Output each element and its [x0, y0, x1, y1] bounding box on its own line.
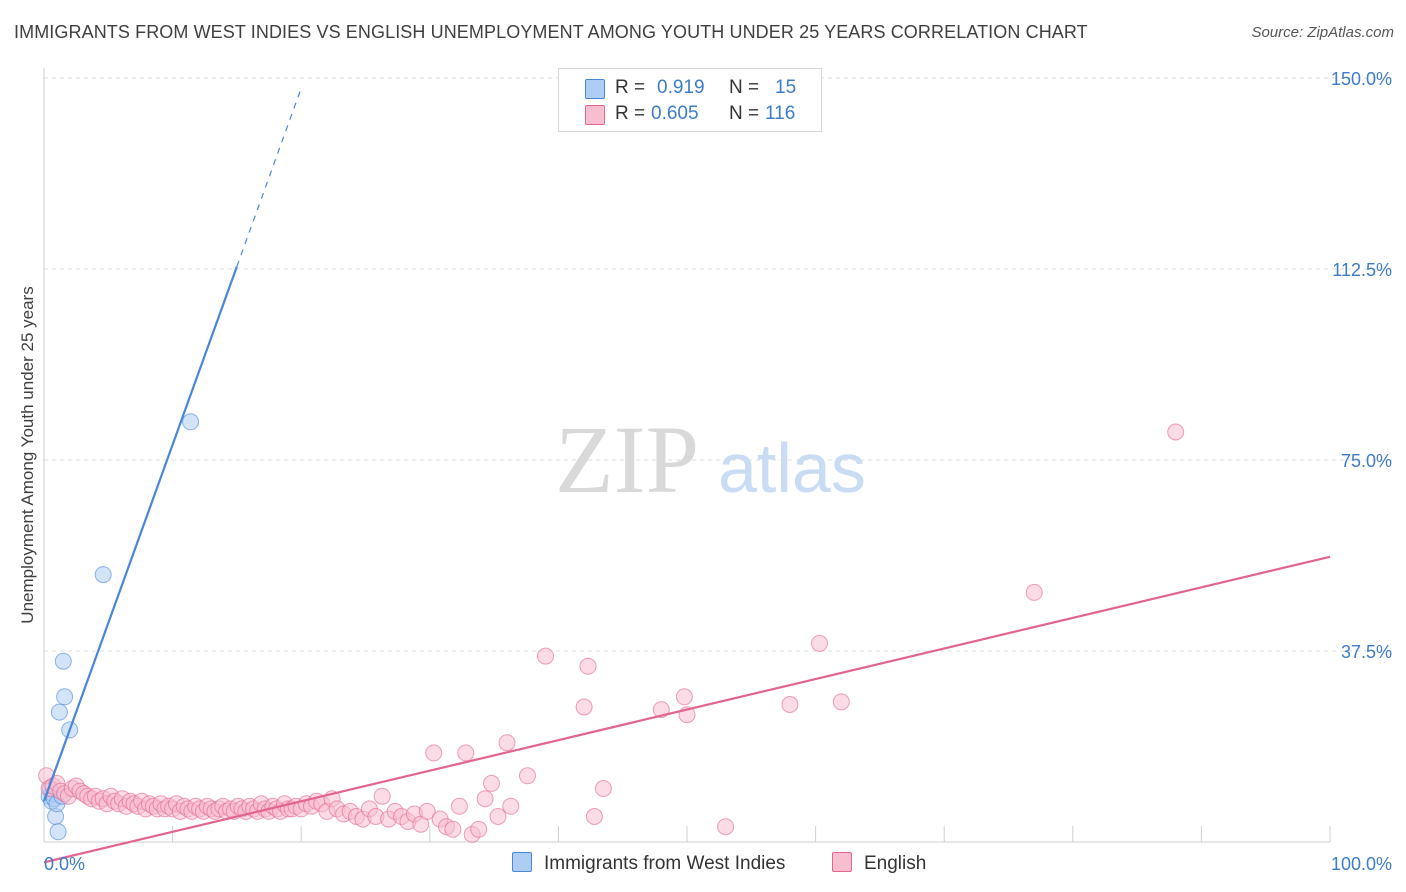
legend-swatch-west-indies: [585, 79, 605, 99]
bottom-legend-label: English: [864, 853, 927, 874]
legend-swatch-english: [585, 105, 605, 125]
trend-line-west-indies-extension: [236, 87, 302, 267]
legend-n-value: 116: [765, 103, 796, 124]
point-west-indies: [56, 688, 74, 706]
point-english: [444, 820, 462, 838]
point-english: [476, 790, 494, 808]
point-english: [585, 808, 603, 825]
legend-r-label: R =: [615, 77, 646, 98]
gridlines: [44, 77, 1392, 652]
bottom-legend-english: English: [832, 852, 926, 875]
bottom-legend-swatch-west-indies: [512, 852, 532, 872]
source-label: Source: ZipAtlas.com: [1251, 24, 1394, 41]
y-tick-label: 112.5%: [1332, 260, 1392, 280]
bottom-legend-west-indies: Immigrants from West Indies: [512, 852, 785, 875]
chart-title: IMMIGRANTS FROM WEST INDIES VS ENGLISH U…: [14, 22, 1088, 42]
watermark-zip: ZIP: [555, 406, 699, 513]
y-tick-label: 150.0%: [1331, 69, 1392, 89]
point-english: [457, 744, 475, 762]
point-english: [498, 734, 516, 752]
point-west-indies: [54, 652, 72, 670]
point-english: [781, 696, 799, 713]
point-english: [1025, 583, 1043, 601]
point-english: [373, 787, 391, 805]
point-english: [579, 657, 597, 675]
watermark-atlas: atlas: [718, 429, 866, 507]
trend-lines: [42, 87, 1331, 864]
point-english: [502, 797, 520, 815]
axes: [43, 68, 1331, 843]
y-tick-label: 75.0%: [1341, 451, 1392, 471]
point-west-indies: [94, 566, 112, 584]
bottom-legend-swatch-english: [832, 852, 852, 872]
point-english: [537, 647, 554, 665]
point-english: [489, 808, 507, 825]
point-english: [675, 688, 693, 706]
trend-line-english: [43, 555, 1331, 864]
point-english: [425, 744, 443, 762]
x-tick-label-min: 0.0%: [44, 854, 85, 874]
legend-r-label: R =: [615, 103, 646, 124]
stats-legend: R = 0.919 N = 15 R = 0.605 N = 116: [558, 68, 822, 132]
trend-line-west-indies: [42, 266, 238, 802]
y-tick-label: 37.5%: [1341, 642, 1392, 662]
legend-n-label: N =: [729, 103, 760, 124]
legend-n-label: N =: [729, 77, 760, 98]
legend-n-value: 15: [775, 77, 797, 98]
point-english: [594, 780, 612, 797]
data-points: [38, 413, 1185, 843]
point-english: [519, 767, 536, 785]
point-west-indies: [49, 823, 67, 841]
point-english: [811, 634, 828, 652]
x-tick-label-max: 100.0%: [1331, 854, 1392, 874]
tick-labels: 37.5% 75.0% 112.5% 150.0% 0.0% 100.0%: [44, 69, 1392, 874]
point-english: [418, 802, 436, 820]
point-english: [483, 774, 500, 792]
point-west-indies: [50, 703, 68, 721]
point-english: [450, 797, 468, 815]
point-english: [470, 820, 488, 838]
point-west-indies: [182, 413, 200, 431]
point-english: [832, 693, 850, 711]
legend-r-value: 0.919: [657, 77, 705, 98]
legend-r-value: 0.605: [651, 103, 699, 124]
bottom-legend-label: Immigrants from West Indies: [544, 853, 786, 874]
zipatlas-watermark: ZIP atlas: [555, 406, 866, 513]
point-english: [1167, 423, 1185, 441]
point-english: [575, 698, 593, 716]
point-english: [717, 818, 735, 836]
